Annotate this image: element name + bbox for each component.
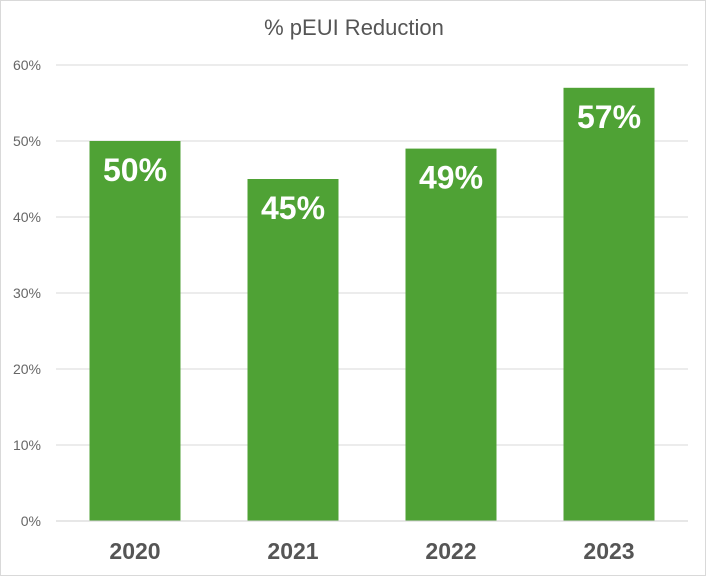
x-category-label: 2023 xyxy=(583,538,634,564)
data-label: 45% xyxy=(261,190,325,226)
data-label: 49% xyxy=(419,160,483,196)
x-category-label: 2022 xyxy=(425,538,476,564)
y-tick-label: 40% xyxy=(13,209,41,225)
y-tick-label: 30% xyxy=(13,285,41,301)
data-label: 50% xyxy=(103,152,167,188)
y-tick-label: 60% xyxy=(13,57,41,73)
y-tick-label: 0% xyxy=(21,513,41,529)
bar xyxy=(405,148,497,521)
x-category-label: 2020 xyxy=(109,538,160,564)
bar xyxy=(247,179,339,521)
chart-title: % pEUI Reduction xyxy=(264,15,444,40)
x-category-label: 2021 xyxy=(267,538,318,564)
y-tick-label: 20% xyxy=(13,361,41,377)
y-tick-label: 10% xyxy=(13,437,41,453)
bar xyxy=(89,141,181,521)
bar xyxy=(563,87,655,522)
data-label: 57% xyxy=(577,99,641,135)
y-tick-label: 50% xyxy=(13,133,41,149)
